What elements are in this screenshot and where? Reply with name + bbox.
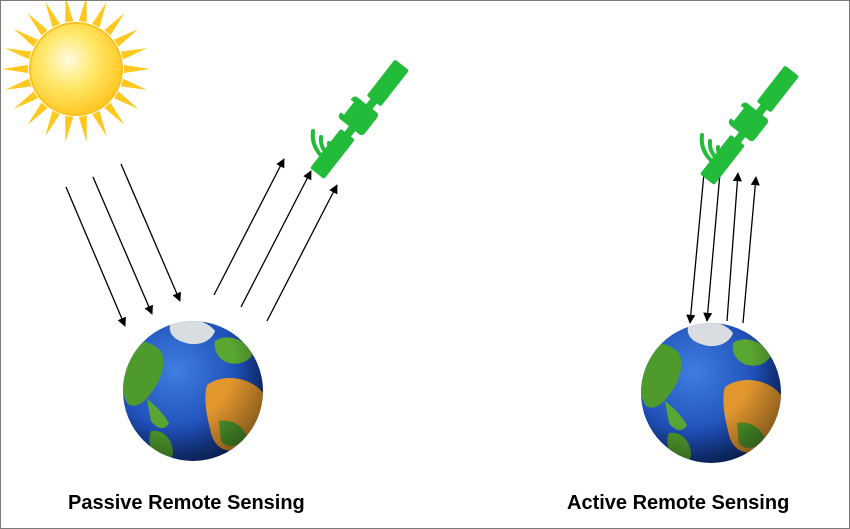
sun-ray xyxy=(4,48,32,60)
sun-ray xyxy=(45,110,60,137)
signal-waves-icon xyxy=(699,133,730,169)
sun-icon xyxy=(2,1,150,143)
sun-ray xyxy=(120,78,148,90)
sun-ray xyxy=(27,102,48,125)
reflected-rays xyxy=(213,158,338,322)
sun-ray xyxy=(114,91,139,110)
satellite-icon xyxy=(310,60,409,179)
active-remote-sensing-caption: Active Remote Sensing xyxy=(567,492,790,514)
sun-ray xyxy=(104,102,125,125)
sun-ray xyxy=(45,1,60,28)
earth-globe-icon xyxy=(641,323,781,463)
reflected-ray-3 xyxy=(266,184,338,322)
reflected-ray-2 xyxy=(240,170,312,308)
sun-ray xyxy=(78,1,87,23)
earth-globe-icon xyxy=(123,321,263,461)
sun-ray xyxy=(27,13,48,36)
passive-remote-sensing-caption: Passive Remote Sensing xyxy=(68,492,305,514)
incoming-solar-rays xyxy=(65,163,181,327)
returned-beam-1 xyxy=(726,172,742,322)
returned-beam-2 xyxy=(742,176,760,324)
sun-ray xyxy=(92,110,107,137)
sun-ray xyxy=(13,28,38,47)
sun-ray xyxy=(13,91,38,110)
sun-ray xyxy=(114,28,139,47)
sun-ray xyxy=(2,64,29,74)
solar-ray-1 xyxy=(65,186,126,327)
satellite-icon xyxy=(700,66,799,185)
sun-ray xyxy=(123,64,150,74)
sun-ray xyxy=(4,78,32,90)
sun-ray xyxy=(65,115,74,143)
sun-ray xyxy=(78,115,87,143)
sun-ray xyxy=(92,1,107,28)
active-beams xyxy=(686,172,760,324)
solar-ray-3 xyxy=(120,163,181,302)
sun-ray xyxy=(120,48,148,60)
solar-ray-2 xyxy=(92,176,153,315)
transmitted-beam-2 xyxy=(703,172,721,322)
reflected-ray-1 xyxy=(213,158,285,296)
sun-ray xyxy=(104,13,125,36)
signal-waves-icon xyxy=(310,129,341,165)
sun-ray xyxy=(65,1,74,23)
transmitted-beam-1 xyxy=(686,172,705,324)
